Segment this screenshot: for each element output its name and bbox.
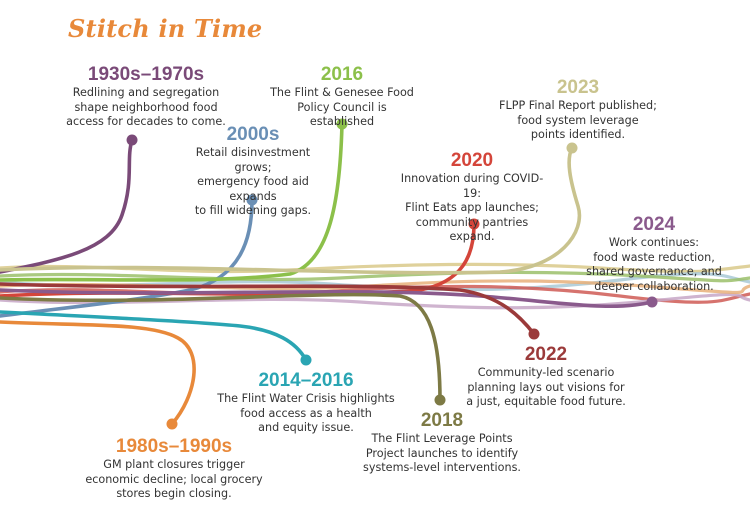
event-dot — [126, 134, 138, 146]
event-year: 2022 — [524, 344, 568, 365]
event-dot — [646, 296, 658, 308]
event-desc-line: a just, equitable food future. — [466, 395, 626, 408]
event-2022: 2022 Community-led scenario planning lay… — [458, 344, 634, 410]
event-dot — [566, 142, 578, 154]
event-dot — [166, 418, 178, 430]
event-1980s-1990s: 1980s–1990s GM plant closures trigger ec… — [84, 436, 264, 502]
event-2020: 2020 Innovation during COVID-19: Flint E… — [394, 150, 550, 245]
page-title: Stitch in Time — [68, 14, 263, 43]
event-desc-line: emergency food aid expands — [197, 175, 309, 203]
background-thread — [0, 292, 750, 310]
event-year: 2024 — [632, 214, 676, 235]
event-year: 2018 — [420, 410, 464, 431]
event-desc-line: stores begin closing. — [116, 487, 232, 500]
event-dot — [528, 328, 540, 340]
event-2014-2016: 2014–2016 The Flint Water Crisis highlig… — [216, 370, 396, 436]
event-year: 2023 — [556, 77, 600, 98]
event-thread — [0, 198, 254, 318]
event-2000s: 2000s Retail disinvestment grows; emerge… — [178, 124, 328, 219]
event-1930s-1970s: 1930s–1970s Redlining and segregation sh… — [60, 64, 232, 130]
event-desc-line: Redlining and segregation — [72, 86, 220, 99]
event-thread — [0, 138, 134, 274]
event-desc-line: FLPP Final Report published; — [499, 99, 657, 112]
event-desc-line: GM plant closures trigger — [103, 458, 245, 471]
event-2018: 2018 The Flint Leverage Points Project l… — [362, 410, 522, 476]
event-desc-line: to fill widening gaps. — [194, 204, 312, 217]
event-desc-line: food access as a health — [240, 406, 372, 420]
event-desc-line: Policy Council is established — [297, 100, 387, 129]
event-desc-line: shared governance, and — [586, 265, 722, 278]
event-year: 1930s–1970s — [87, 64, 205, 85]
event-thread — [0, 282, 536, 336]
event-desc-line: shape neighborhood food — [74, 100, 218, 114]
event-desc-line: Innovation during COVID-19: — [400, 172, 544, 200]
event-dot — [246, 194, 258, 206]
event-desc-line: Retail disinvestment grows; — [195, 146, 311, 174]
event-dot — [300, 354, 312, 366]
event-desc-line: economic decline; local grocery — [85, 472, 263, 486]
event-year: 2020 — [450, 150, 494, 171]
event-desc-line: and equity issue. — [258, 421, 354, 434]
event-year: 2016 — [320, 64, 364, 85]
event-dot — [434, 394, 446, 406]
event-desc-line: Work continues: — [608, 236, 700, 249]
event-2024: 2024 Work continues: food waste reductio… — [586, 214, 722, 294]
event-desc-line: The Flint Water Crisis highlights — [217, 392, 395, 405]
event-year: 1980s–1990s — [115, 436, 233, 457]
event-thread — [0, 310, 308, 362]
event-thread — [0, 320, 196, 426]
event-thread — [0, 122, 344, 282]
event-desc-line: community pantries expand. — [415, 215, 529, 244]
event-desc-line: The Flint & Genesee Food — [270, 86, 414, 99]
event-desc-line: access for decades to come. — [66, 115, 226, 128]
event-desc-line: deeper collaboration. — [594, 279, 714, 293]
event-desc-line: food system leverage — [517, 113, 639, 127]
event-desc-line: planning lays out visions for — [467, 380, 625, 394]
event-desc-line: The Flint Leverage Points — [371, 432, 513, 445]
event-thread — [0, 146, 582, 275]
event-desc-line: Flint Eats app launches; — [405, 201, 539, 214]
event-desc-line: food waste reduction, — [593, 250, 715, 264]
event-thread — [0, 288, 654, 309]
event-desc-line: Community-led scenario — [477, 366, 615, 379]
event-dot — [468, 218, 480, 230]
event-2016: 2016 The Flint & Genesee Food Policy Cou… — [264, 64, 420, 130]
event-2023: 2023 FLPP Final Report published; food s… — [498, 77, 658, 143]
event-dot — [336, 118, 348, 130]
event-desc-line: Project launches to identify — [365, 446, 519, 460]
event-desc-line: systems-level interventions. — [363, 461, 521, 474]
event-thread — [0, 292, 442, 402]
event-desc-line: points identified. — [530, 128, 626, 141]
event-year: 2000s — [226, 124, 280, 145]
event-year: 2014–2016 — [258, 370, 354, 391]
